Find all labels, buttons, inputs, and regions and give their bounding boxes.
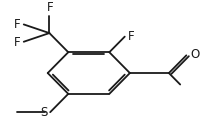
Text: F: F: [47, 1, 53, 14]
Text: F: F: [14, 36, 21, 49]
Text: F: F: [14, 18, 21, 30]
Text: O: O: [190, 48, 199, 61]
Text: F: F: [128, 30, 134, 43]
Text: S: S: [40, 106, 48, 119]
